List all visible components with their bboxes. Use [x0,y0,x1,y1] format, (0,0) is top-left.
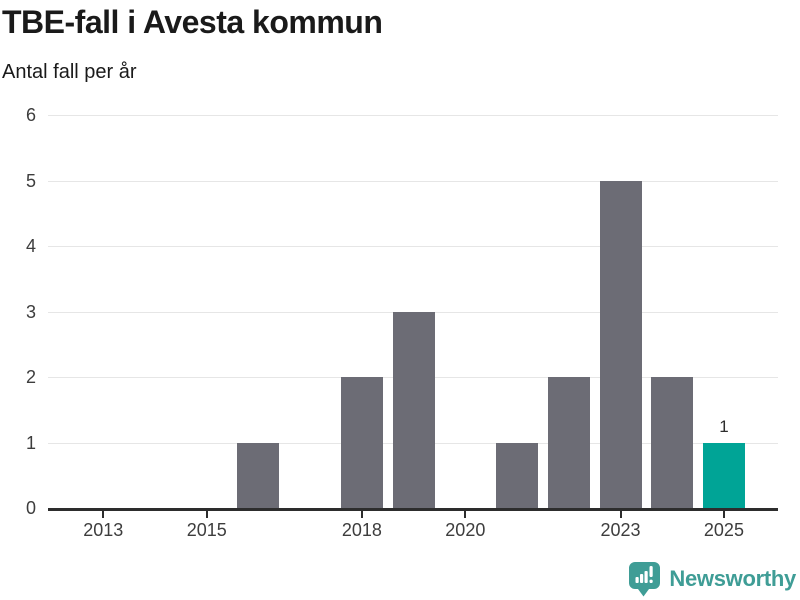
x-axis-label-2025: 2025 [703,520,744,540]
x-tick-2018 [360,511,363,518]
bar-2021 [496,442,539,508]
y-axis-label-2: 2 [25,367,36,387]
x-axis-label-2013: 2013 [83,520,124,540]
x-tick-2023 [619,511,622,518]
x-tick-2020 [464,511,467,518]
gridline-y5 [48,180,778,182]
x-tick-2015 [205,511,208,518]
bar-2022 [547,377,590,508]
newsworthy-logo-icon [629,562,661,597]
bar-2023 [599,180,642,508]
plot-area: 2013 2015 2018 2020 2023 2025 1 [48,115,778,540]
bar-2016 [237,442,280,508]
y-axis-label-4: 4 [25,236,36,256]
y-axis-label-6: 6 [25,105,36,125]
bar-2019 [392,311,435,508]
y-axis: 0 1 2 3 4 5 6 [0,105,36,518]
x-axis-label-2023: 2023 [600,520,641,540]
brand-footer: Newsworthy [628,561,796,597]
gridline-y6 [48,115,778,116]
brand-name: Newsworthy [669,566,796,591]
y-axis-label-1: 1 [25,432,36,453]
x-axis-label-2018: 2018 [341,520,382,540]
chart-title: TBE-fall i Avesta kommun [2,4,383,40]
chart-subtitle: Antal fall per år [2,61,137,83]
bar-value-label-2025: 1 [719,416,729,436]
bar-2018 [340,377,383,508]
y-axis-label-0: 0 [25,498,36,518]
bar-2024 [651,377,694,508]
bar-2025 [702,442,745,508]
y-axis-label-5: 5 [25,170,36,191]
gridline-y4 [48,246,778,247]
x-tick-2025 [722,511,725,518]
x-axis-label-2020: 2020 [445,520,486,540]
x-tick-2013 [102,511,105,518]
y-axis-label-3: 3 [25,301,36,322]
x-axis-label-2015: 2015 [186,520,227,540]
